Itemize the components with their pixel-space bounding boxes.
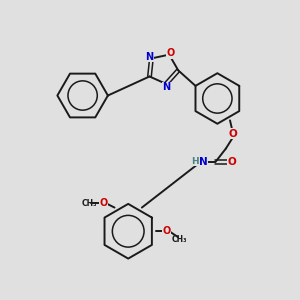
Text: O: O xyxy=(228,129,237,139)
Text: O: O xyxy=(167,48,175,58)
Text: O: O xyxy=(99,198,107,208)
Text: O: O xyxy=(163,226,171,236)
Text: H: H xyxy=(191,157,199,166)
Text: N: N xyxy=(145,52,153,62)
Text: N: N xyxy=(163,82,171,92)
Text: CH₃: CH₃ xyxy=(82,199,98,208)
Text: CH₃: CH₃ xyxy=(172,235,188,244)
Text: O: O xyxy=(227,157,236,167)
Text: N: N xyxy=(199,157,207,167)
